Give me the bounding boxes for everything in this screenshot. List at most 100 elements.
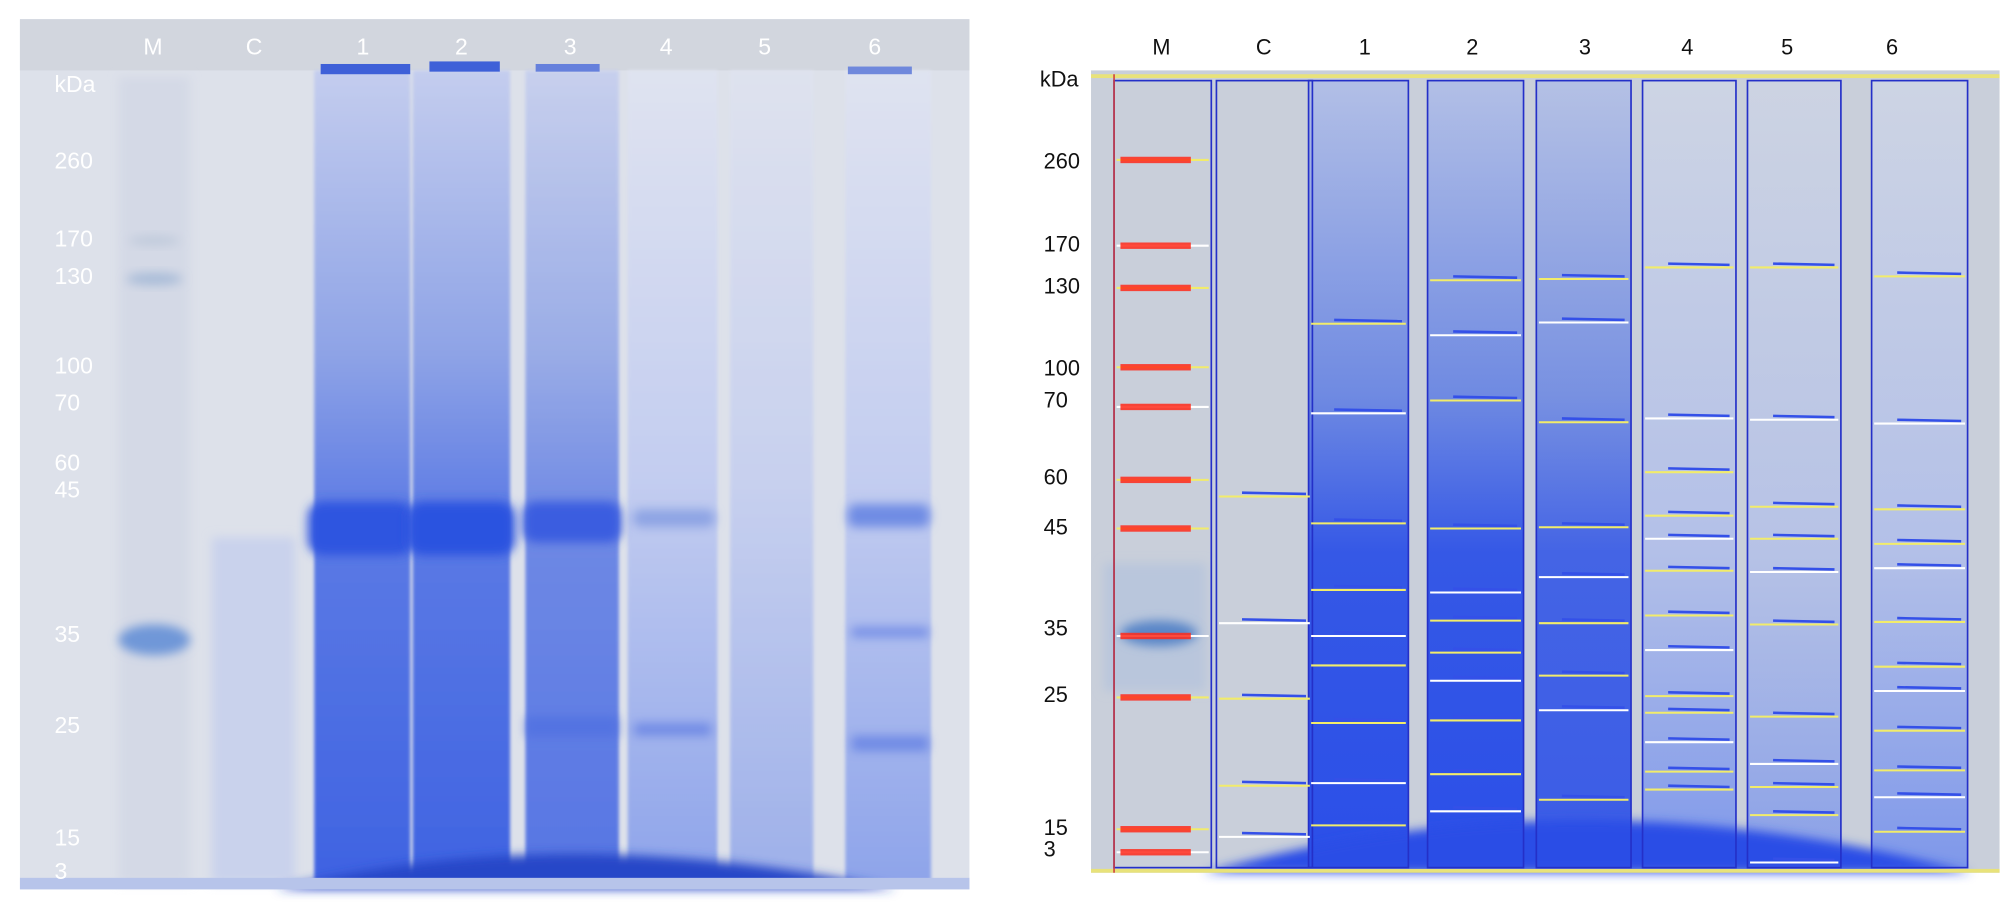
band-trace bbox=[1668, 467, 1730, 471]
band-trace bbox=[1773, 711, 1835, 716]
band-trace bbox=[1668, 413, 1730, 418]
marker-dash bbox=[1120, 364, 1191, 371]
band-trace bbox=[1773, 619, 1835, 624]
band-trace bbox=[1897, 538, 1962, 543]
marker-label: 100 bbox=[54, 352, 92, 378]
band-trace bbox=[1668, 691, 1730, 695]
marker-dash bbox=[1120, 632, 1191, 640]
marker-label: 60 bbox=[1044, 464, 1068, 489]
marker-label: 60 bbox=[54, 450, 80, 476]
band-trace bbox=[1668, 533, 1730, 538]
band-trace bbox=[1561, 705, 1625, 709]
band-trace bbox=[1241, 491, 1307, 496]
marker-label: 25 bbox=[1044, 682, 1068, 707]
lane-label: C bbox=[246, 34, 263, 60]
band-trace bbox=[1773, 501, 1835, 506]
lane-label: C bbox=[1256, 34, 1272, 59]
band-trace bbox=[1897, 661, 1962, 666]
band-trace bbox=[1773, 566, 1835, 571]
band-trace bbox=[1561, 794, 1625, 799]
lane-label: 5 bbox=[758, 34, 771, 60]
band-trace bbox=[1241, 693, 1307, 698]
lane-label: 1 bbox=[356, 34, 369, 60]
lane-label: 5 bbox=[1781, 34, 1793, 59]
lane-label: 2 bbox=[1466, 34, 1478, 59]
band-trace bbox=[1241, 618, 1307, 622]
band-trace bbox=[1334, 318, 1402, 323]
lane-box bbox=[1426, 79, 1525, 869]
band-trace bbox=[1334, 630, 1402, 635]
band-trace bbox=[1897, 504, 1962, 509]
band-trace bbox=[1453, 523, 1518, 528]
band-trace bbox=[1773, 533, 1835, 538]
unit-label: kDa bbox=[54, 71, 95, 97]
marker-label: 15 bbox=[1044, 815, 1068, 840]
marker-label: 130 bbox=[1044, 274, 1080, 299]
lane-label: 6 bbox=[868, 34, 881, 60]
band-trace bbox=[1453, 715, 1518, 720]
marker-dash bbox=[1120, 284, 1191, 292]
unit-label: kDa bbox=[1040, 66, 1080, 91]
lane-label: 4 bbox=[1681, 34, 1693, 59]
lane-box bbox=[1746, 79, 1842, 869]
band-trace bbox=[1897, 271, 1962, 276]
band-trace bbox=[1561, 317, 1625, 322]
marker-dash bbox=[1120, 156, 1191, 164]
band-trace bbox=[1334, 778, 1402, 782]
marker-label: 35 bbox=[1044, 615, 1068, 640]
band-trace bbox=[1897, 792, 1962, 796]
band-trace bbox=[1453, 587, 1518, 592]
band-trace bbox=[1334, 820, 1402, 825]
marker-label: 45 bbox=[1044, 514, 1068, 539]
band-trace bbox=[1668, 737, 1730, 741]
band-trace bbox=[1897, 418, 1962, 423]
marker-dash bbox=[1120, 476, 1191, 484]
band-trace bbox=[1334, 660, 1402, 665]
band-trace bbox=[1897, 563, 1962, 567]
lane-label: 2 bbox=[455, 34, 468, 60]
band-trace bbox=[1773, 262, 1835, 267]
band-trace bbox=[1453, 675, 1518, 680]
band-trace bbox=[1897, 765, 1962, 770]
lane-box bbox=[1641, 79, 1737, 869]
band-trace bbox=[1334, 408, 1402, 413]
band-trace bbox=[1334, 717, 1402, 722]
band-trace bbox=[1668, 510, 1730, 515]
lane-label: M bbox=[1152, 34, 1170, 59]
gel-photo bbox=[19, 19, 970, 890]
band-trace bbox=[1241, 780, 1307, 785]
marker-dash bbox=[1120, 849, 1191, 856]
marker-label: 70 bbox=[54, 389, 80, 415]
band-trace bbox=[1561, 618, 1625, 622]
band-trace bbox=[1897, 826, 1962, 831]
lane-label: M bbox=[143, 34, 162, 60]
band-trace bbox=[1453, 769, 1518, 773]
marker-dash bbox=[1120, 242, 1191, 249]
band-trace bbox=[1241, 831, 1307, 836]
band-trace bbox=[1561, 522, 1625, 526]
band-trace bbox=[1453, 806, 1518, 811]
band-trace bbox=[1897, 616, 1962, 621]
marker-dash bbox=[1120, 694, 1191, 701]
marker-label: 15 bbox=[54, 825, 80, 851]
band-trace bbox=[1453, 395, 1518, 400]
band-trace bbox=[1561, 572, 1625, 576]
band-trace bbox=[1668, 565, 1730, 570]
band-trace bbox=[1668, 610, 1730, 615]
band-trace bbox=[1897, 685, 1962, 690]
band-trace bbox=[1668, 644, 1730, 649]
band-trace bbox=[1453, 275, 1518, 279]
band-trace bbox=[1334, 584, 1402, 589]
band-trace bbox=[1897, 725, 1962, 730]
gel-analysis bbox=[1037, 70, 2004, 873]
band-trace bbox=[1453, 330, 1518, 334]
marker-label: 3 bbox=[54, 858, 67, 884]
lane-box bbox=[1307, 79, 1410, 869]
marker-dash bbox=[1120, 826, 1191, 833]
band-trace bbox=[1453, 647, 1518, 652]
band-trace bbox=[1561, 273, 1625, 278]
band-trace bbox=[1773, 810, 1835, 814]
